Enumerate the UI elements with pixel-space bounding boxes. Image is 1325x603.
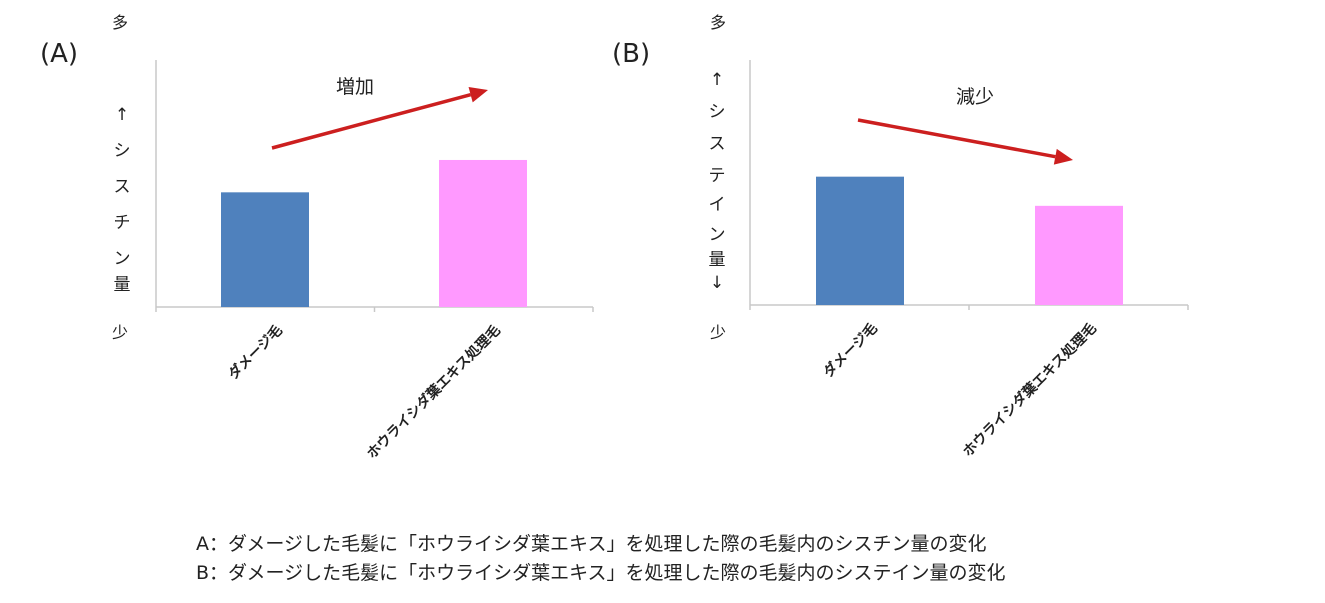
- caption-a: A：ダメージした毛髪に「ホウライシダ葉エキス」を処理した際の毛髪内のシスチン量の…: [196, 533, 987, 555]
- y-axis-label-char: ン: [709, 225, 726, 245]
- bar-damaged-hair: [221, 192, 309, 307]
- panel-label-a: (A): [40, 39, 78, 69]
- y-axis-label-char: ン: [114, 249, 131, 269]
- x-tick-label: ホウライシダ葉エキス処理毛: [959, 320, 1099, 460]
- y-axis-bottom-label: 少: [710, 323, 726, 342]
- y-axis-label-char: テ: [709, 166, 726, 186]
- y-axis-label-char: 量: [709, 250, 726, 270]
- bar-damaged-hair: [816, 176, 904, 305]
- y-axis-label-char: チ: [114, 213, 131, 233]
- trend-arrow-head: [1053, 148, 1073, 165]
- x-tick-label: ホウライシダ葉エキス処理毛: [363, 322, 503, 462]
- y-axis-label-char: ↓: [115, 0, 129, 5]
- y-axis-label-char: ス: [709, 134, 726, 154]
- panel-label-b: (B): [612, 39, 650, 69]
- y-axis-label-char: ↑: [710, 70, 724, 90]
- y-axis-bottom-label: 少: [112, 323, 128, 342]
- y-axis-label-char: ↓: [710, 273, 724, 293]
- captions: A：ダメージした毛髪に「ホウライシダ葉エキス」を処理した際の毛髪内のシスチン量の…: [196, 530, 1006, 588]
- y-axis-label-char: シ: [709, 102, 726, 122]
- y-axis-top-label: 多: [710, 13, 726, 32]
- trend-annotation-a: 増加: [336, 76, 374, 98]
- y-axis-top-label: 多: [112, 13, 128, 32]
- y-axis-label-char: イ: [709, 195, 726, 215]
- y-axis-label-char: ス: [114, 177, 131, 197]
- trend-arrow-line: [271, 92, 472, 150]
- x-tick-label: ダメージ毛: [820, 320, 881, 381]
- trend-arrow-line: [857, 118, 1056, 159]
- bar-treated-hair: [439, 159, 527, 307]
- y-axis-label-char: シ: [114, 141, 131, 161]
- trend-arrow-head: [468, 86, 488, 103]
- bar-treated-hair: [1035, 205, 1123, 305]
- y-axis-label-char: ↑: [115, 105, 129, 125]
- x-tick-label: ダメージ毛: [225, 322, 286, 383]
- y-axis-label-char: 量: [114, 275, 131, 295]
- caption-b: B：ダメージした毛髪に「ホウライシダ葉エキス」を処理した際の毛髪内のシステイン量…: [196, 562, 1006, 584]
- trend-annotation-b: 減少: [956, 86, 994, 108]
